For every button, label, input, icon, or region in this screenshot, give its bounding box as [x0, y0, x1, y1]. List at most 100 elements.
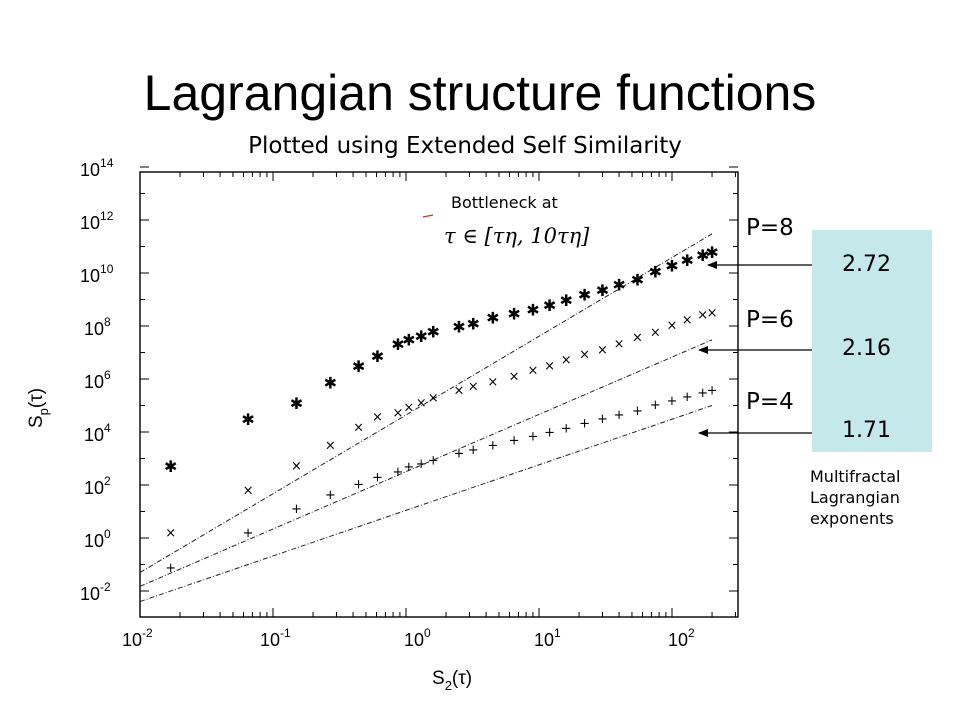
- data-point: ✱: [402, 330, 415, 349]
- plot-frame: [139, 171, 739, 618]
- data-point: +: [372, 471, 383, 486]
- data-point: ✱: [578, 285, 591, 304]
- y-tick-base: 10: [80, 266, 100, 286]
- data-point: ×: [393, 406, 404, 421]
- x-tick-base: 10: [534, 630, 554, 650]
- label-p6: P=6: [746, 307, 794, 333]
- data-point: ×: [416, 396, 427, 411]
- data-point: +: [393, 465, 404, 480]
- y-tick-label: 10-2: [80, 580, 111, 604]
- data-points: ✱✱✱✱✱✱✱✱✱✱ ✱ ✱ ✱ ✱ ✱ ✱ ✱ ✱ ✱ ✱ ✱ ✱ ✱ ✱ ✱✱×××××× × × × ×× × × ×…: [164, 243, 719, 576]
- data-point: +: [597, 412, 608, 427]
- data-point: ✱: [665, 257, 678, 276]
- fit-line: [139, 405, 713, 603]
- data-point: +: [544, 426, 555, 441]
- y-tick-exp: 0: [104, 527, 111, 541]
- fit-line: [139, 233, 713, 573]
- y-tick-exp: 4: [104, 421, 111, 435]
- data-point: ✱: [391, 335, 404, 354]
- data-point: +: [650, 398, 661, 413]
- data-point: ✱: [371, 347, 384, 366]
- label-p4: P=4: [746, 389, 794, 415]
- x-tick-label: 100: [404, 626, 431, 650]
- data-point: +: [468, 443, 479, 458]
- data-point: ×: [487, 375, 498, 390]
- x-tick-base: 10: [260, 630, 280, 650]
- data-point: ✱: [164, 457, 177, 476]
- note-line: exponents: [810, 509, 894, 528]
- data-point: ✱: [290, 394, 303, 413]
- data-point: ✱: [452, 318, 465, 337]
- data-point: ✱: [596, 281, 609, 300]
- x-tick-base: 10: [122, 630, 142, 650]
- data-point: +: [632, 404, 643, 419]
- slide-subtitle: Plotted using Extended Self Similarity: [248, 133, 682, 159]
- exponents-note: Multifractal Lagrangian exponents: [810, 466, 960, 529]
- data-point: +: [697, 386, 708, 401]
- y-tick-exp: 2: [104, 474, 111, 488]
- data-point: +: [353, 478, 364, 493]
- fit-lines: [139, 233, 713, 603]
- x-tick-exp: 1: [554, 626, 561, 640]
- x-tick-labels: 10-2 10-1 100 101 102: [122, 626, 695, 650]
- exponent-p6: 2.16: [842, 336, 891, 361]
- data-point: +: [579, 417, 590, 432]
- x-axis-label-arg: (τ): [452, 668, 472, 689]
- label-p8: P=8: [746, 215, 794, 241]
- y-tick-labels: 10-2 100 102 104 106 108 1010 1012 1014: [80, 156, 114, 604]
- data-point: ✱: [631, 270, 644, 289]
- data-point: ×: [682, 313, 693, 328]
- data-point: ✱: [559, 291, 572, 310]
- y-tick-base: 10: [84, 319, 104, 339]
- y-tick-exp: 8: [104, 315, 111, 329]
- data-point: ×: [468, 379, 479, 394]
- data-point: ×: [165, 526, 176, 541]
- data-point: ×: [453, 384, 464, 399]
- note-line: Multifractal: [810, 467, 901, 486]
- slide-title: Lagrangian structure functions: [143, 65, 817, 121]
- data-point: ✱: [414, 327, 427, 346]
- x-tick-label: 102: [668, 626, 695, 650]
- data-point: ✱: [680, 251, 693, 270]
- bottleneck-range: τ ∈ [τη, 10τη]: [444, 224, 590, 248]
- data-point: ✱: [612, 276, 625, 295]
- y-tick-label: 102: [84, 474, 111, 498]
- data-point: ×: [428, 391, 439, 406]
- x-axis-label: S2(τ): [432, 668, 472, 693]
- y-tick-label: 1010: [80, 262, 114, 286]
- data-point: +: [416, 457, 427, 472]
- data-point: ✱: [705, 243, 718, 262]
- y-tick-label: 100: [84, 527, 111, 551]
- y-axis-label-sub: p: [36, 408, 51, 415]
- data-point: ×: [291, 459, 302, 474]
- x-axis-label-sub: 2: [445, 678, 452, 693]
- data-point: +: [509, 434, 520, 449]
- data-point: ×: [667, 319, 678, 334]
- axis-ticks: [139, 166, 738, 617]
- x-tick-exp: 2: [688, 626, 695, 640]
- y-tick-label: 1012: [80, 209, 114, 233]
- y-tick-base: 10: [84, 372, 104, 392]
- data-point: +: [682, 390, 693, 405]
- exponents-box: [812, 230, 932, 452]
- y-tick-base: 10: [84, 425, 104, 445]
- y-tick-exp: -2: [100, 580, 111, 594]
- data-point: +: [165, 561, 176, 576]
- data-point: ✱: [241, 410, 254, 429]
- data-point: ×: [403, 401, 414, 416]
- data-point: ×: [527, 364, 538, 379]
- data-point: ×: [597, 343, 608, 358]
- y-tick-label: 104: [84, 421, 111, 445]
- data-point: +: [428, 454, 439, 469]
- y-tick-base: 10: [84, 478, 104, 498]
- y-tick-exp: 14: [100, 156, 114, 170]
- y-tick-base: 10: [80, 213, 100, 233]
- x-tick-label: 10-2: [122, 626, 153, 650]
- data-point: +: [527, 429, 538, 444]
- data-point: ×: [372, 410, 383, 425]
- data-point: ×: [243, 483, 254, 498]
- data-point: +: [325, 488, 336, 503]
- data-point: ✱: [426, 322, 439, 341]
- data-point: +: [243, 526, 254, 541]
